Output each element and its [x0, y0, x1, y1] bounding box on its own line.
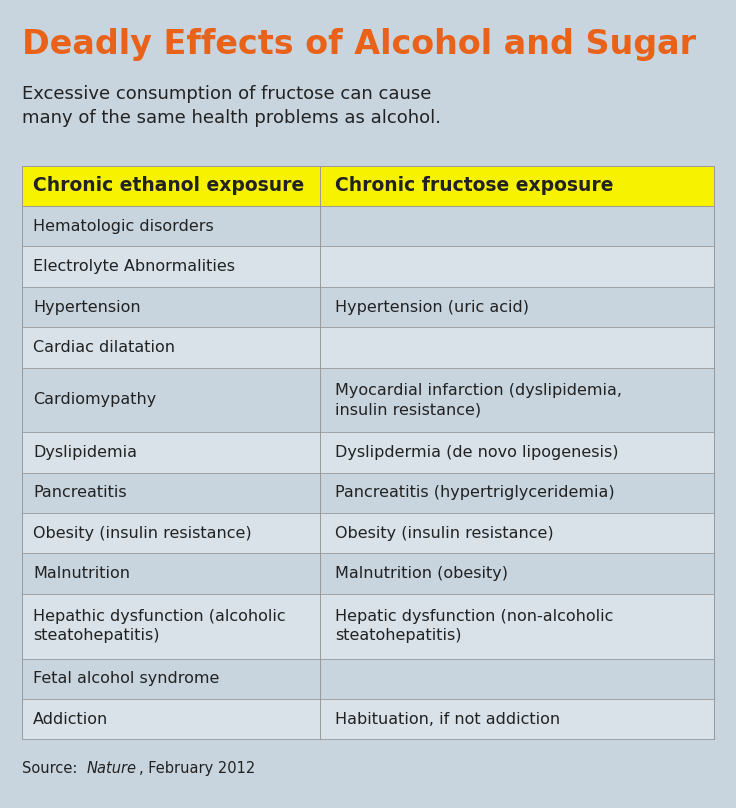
Bar	[22, 473, 714, 513]
Text: Fetal alcohol syndrome: Fetal alcohol syndrome	[33, 671, 219, 686]
Bar	[22, 327, 714, 368]
Text: Chronic fructose exposure: Chronic fructose exposure	[335, 176, 613, 196]
Text: Pancreatitis: Pancreatitis	[33, 486, 127, 500]
Text: Habituation, if not addiction: Habituation, if not addiction	[335, 712, 560, 726]
Text: Malnutrition (obesity): Malnutrition (obesity)	[335, 566, 508, 581]
Bar	[22, 659, 714, 699]
Bar	[22, 699, 714, 739]
Text: Chronic ethanol exposure: Chronic ethanol exposure	[33, 176, 305, 196]
Text: Obesity (insulin resistance): Obesity (insulin resistance)	[33, 526, 252, 541]
Bar	[22, 432, 714, 473]
Text: Electrolyte Abnormalities: Electrolyte Abnormalities	[33, 259, 235, 274]
Bar	[22, 368, 714, 432]
Text: Hypertension: Hypertension	[33, 300, 141, 314]
Text: Hematologic disorders: Hematologic disorders	[33, 219, 214, 234]
Bar	[22, 166, 714, 206]
Bar	[22, 206, 714, 246]
Text: Source:: Source:	[22, 760, 82, 776]
Text: Malnutrition: Malnutrition	[33, 566, 130, 581]
Bar	[22, 513, 714, 553]
Text: Hepatic dysfunction (non-alcoholic
steatohepatitis): Hepatic dysfunction (non-alcoholic steat…	[335, 609, 613, 643]
Text: Cardiac dilatation: Cardiac dilatation	[33, 340, 175, 355]
Text: Dyslipidemia: Dyslipidemia	[33, 445, 137, 460]
Text: Myocardial infarction (dyslipidemia,
insulin resistance): Myocardial infarction (dyslipidemia, ins…	[335, 383, 622, 417]
Text: Obesity (insulin resistance): Obesity (insulin resistance)	[335, 526, 553, 541]
Bar	[22, 594, 714, 659]
Bar	[22, 287, 714, 327]
Text: Excessive consumption of fructose can cause
many of the same health problems as : Excessive consumption of fructose can ca…	[22, 85, 441, 127]
Bar	[22, 553, 714, 594]
Text: Nature: Nature	[86, 760, 136, 776]
Bar	[22, 246, 714, 287]
Text: Hepathic dysfunction (alcoholic
steatohepatitis): Hepathic dysfunction (alcoholic steatohe…	[33, 609, 286, 643]
Text: Pancreatitis (hypertriglyceridemia): Pancreatitis (hypertriglyceridemia)	[335, 486, 615, 500]
Text: , February 2012: , February 2012	[139, 760, 255, 776]
Text: Addiction: Addiction	[33, 712, 108, 726]
Text: Deadly Effects of Alcohol and Sugar: Deadly Effects of Alcohol and Sugar	[22, 28, 696, 61]
Text: Hypertension (uric acid): Hypertension (uric acid)	[335, 300, 529, 314]
Text: Cardiomypathy: Cardiomypathy	[33, 393, 156, 407]
Text: Dyslipdermia (de novo lipogenesis): Dyslipdermia (de novo lipogenesis)	[335, 445, 618, 460]
